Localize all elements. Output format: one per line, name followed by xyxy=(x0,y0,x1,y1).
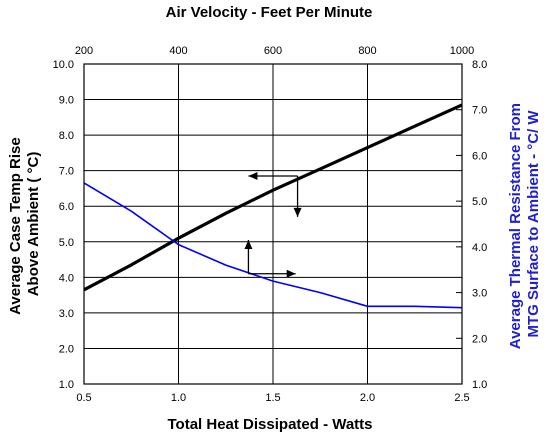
annotation-arrow-temp-left-head xyxy=(248,172,258,180)
y-tick-label-5: 6.0 xyxy=(59,201,74,213)
y-tick-label-3: 4.0 xyxy=(59,272,74,284)
x-tick-label-2: 1.5 xyxy=(265,392,280,404)
y2-tick-label-6: 7.0 xyxy=(472,105,487,117)
y-axis-label-line-2: Above Ambient ( °C) xyxy=(25,152,42,297)
annotation-arrow-res-right-head xyxy=(286,269,296,278)
x-tick-label-1: 1.0 xyxy=(171,392,186,404)
y2-axis-label-line-1: Average Thermal Resistance From xyxy=(507,103,524,349)
annotation-layer xyxy=(244,172,302,278)
annotation-arrow-temp-down-head xyxy=(293,207,302,217)
plot-area-frame xyxy=(83,63,463,385)
y-tick-label-0: 1.0 xyxy=(59,379,74,391)
chart-title: Air Velocity - Feet Per Minute xyxy=(166,4,373,21)
x-tick-label-0: 0.5 xyxy=(76,392,91,404)
y-tick-label-6: 7.0 xyxy=(59,166,74,178)
y-tick-label-7: 8.0 xyxy=(59,130,74,142)
annotation-arrow-res-up-head xyxy=(244,240,253,249)
series-line-thermal-resistance xyxy=(83,182,463,309)
y2-tick-label-0: 1.0 xyxy=(472,379,487,391)
y-tick-label-8: 9.0 xyxy=(59,95,74,107)
x2-tick-label-2: 600 xyxy=(264,45,282,57)
y-tick-label-2: 3.0 xyxy=(59,308,74,320)
y2-tick-label-1: 2.0 xyxy=(472,333,487,345)
y2-tick-label-3: 4.0 xyxy=(472,242,487,254)
y2-tick-label-5: 6.0 xyxy=(472,150,487,162)
x-axis-label: Total Heat Dissipated - Watts xyxy=(167,416,372,433)
x-tick-label-3: 2.0 xyxy=(360,392,375,404)
y-tick-label-4: 5.0 xyxy=(59,237,74,249)
y-tick-label-9: 10.0 xyxy=(53,59,74,71)
series-line-temp-rise xyxy=(83,103,463,292)
y2-tick-label-4: 5.0 xyxy=(472,196,487,208)
y-axis-label: Average Case Temp Rise Above Ambient ( °… xyxy=(7,133,42,315)
y2-axis-label-line-2: MTG Surface to Ambient - °C/ W xyxy=(525,110,542,338)
y-tick-label-1: 2.0 xyxy=(59,343,74,355)
y2-axis-label: Average Thermal Resistance From MTG Surf… xyxy=(507,99,542,349)
y2-tick-label-2: 3.0 xyxy=(472,288,487,300)
x-tick-label-4: 2.5 xyxy=(454,392,469,404)
grid-layer xyxy=(84,64,462,384)
x2-tick-label-3: 800 xyxy=(358,45,376,57)
y2-tick-label-7: 8.0 xyxy=(472,59,487,71)
series-layer xyxy=(83,103,463,309)
x2-tick-label-1: 400 xyxy=(169,45,187,57)
x2-tick-label-0: 200 xyxy=(75,45,93,57)
x2-tick-label-4: 1000 xyxy=(450,45,474,57)
y-axis-label-line-1: Average Case Temp Rise xyxy=(7,137,24,315)
